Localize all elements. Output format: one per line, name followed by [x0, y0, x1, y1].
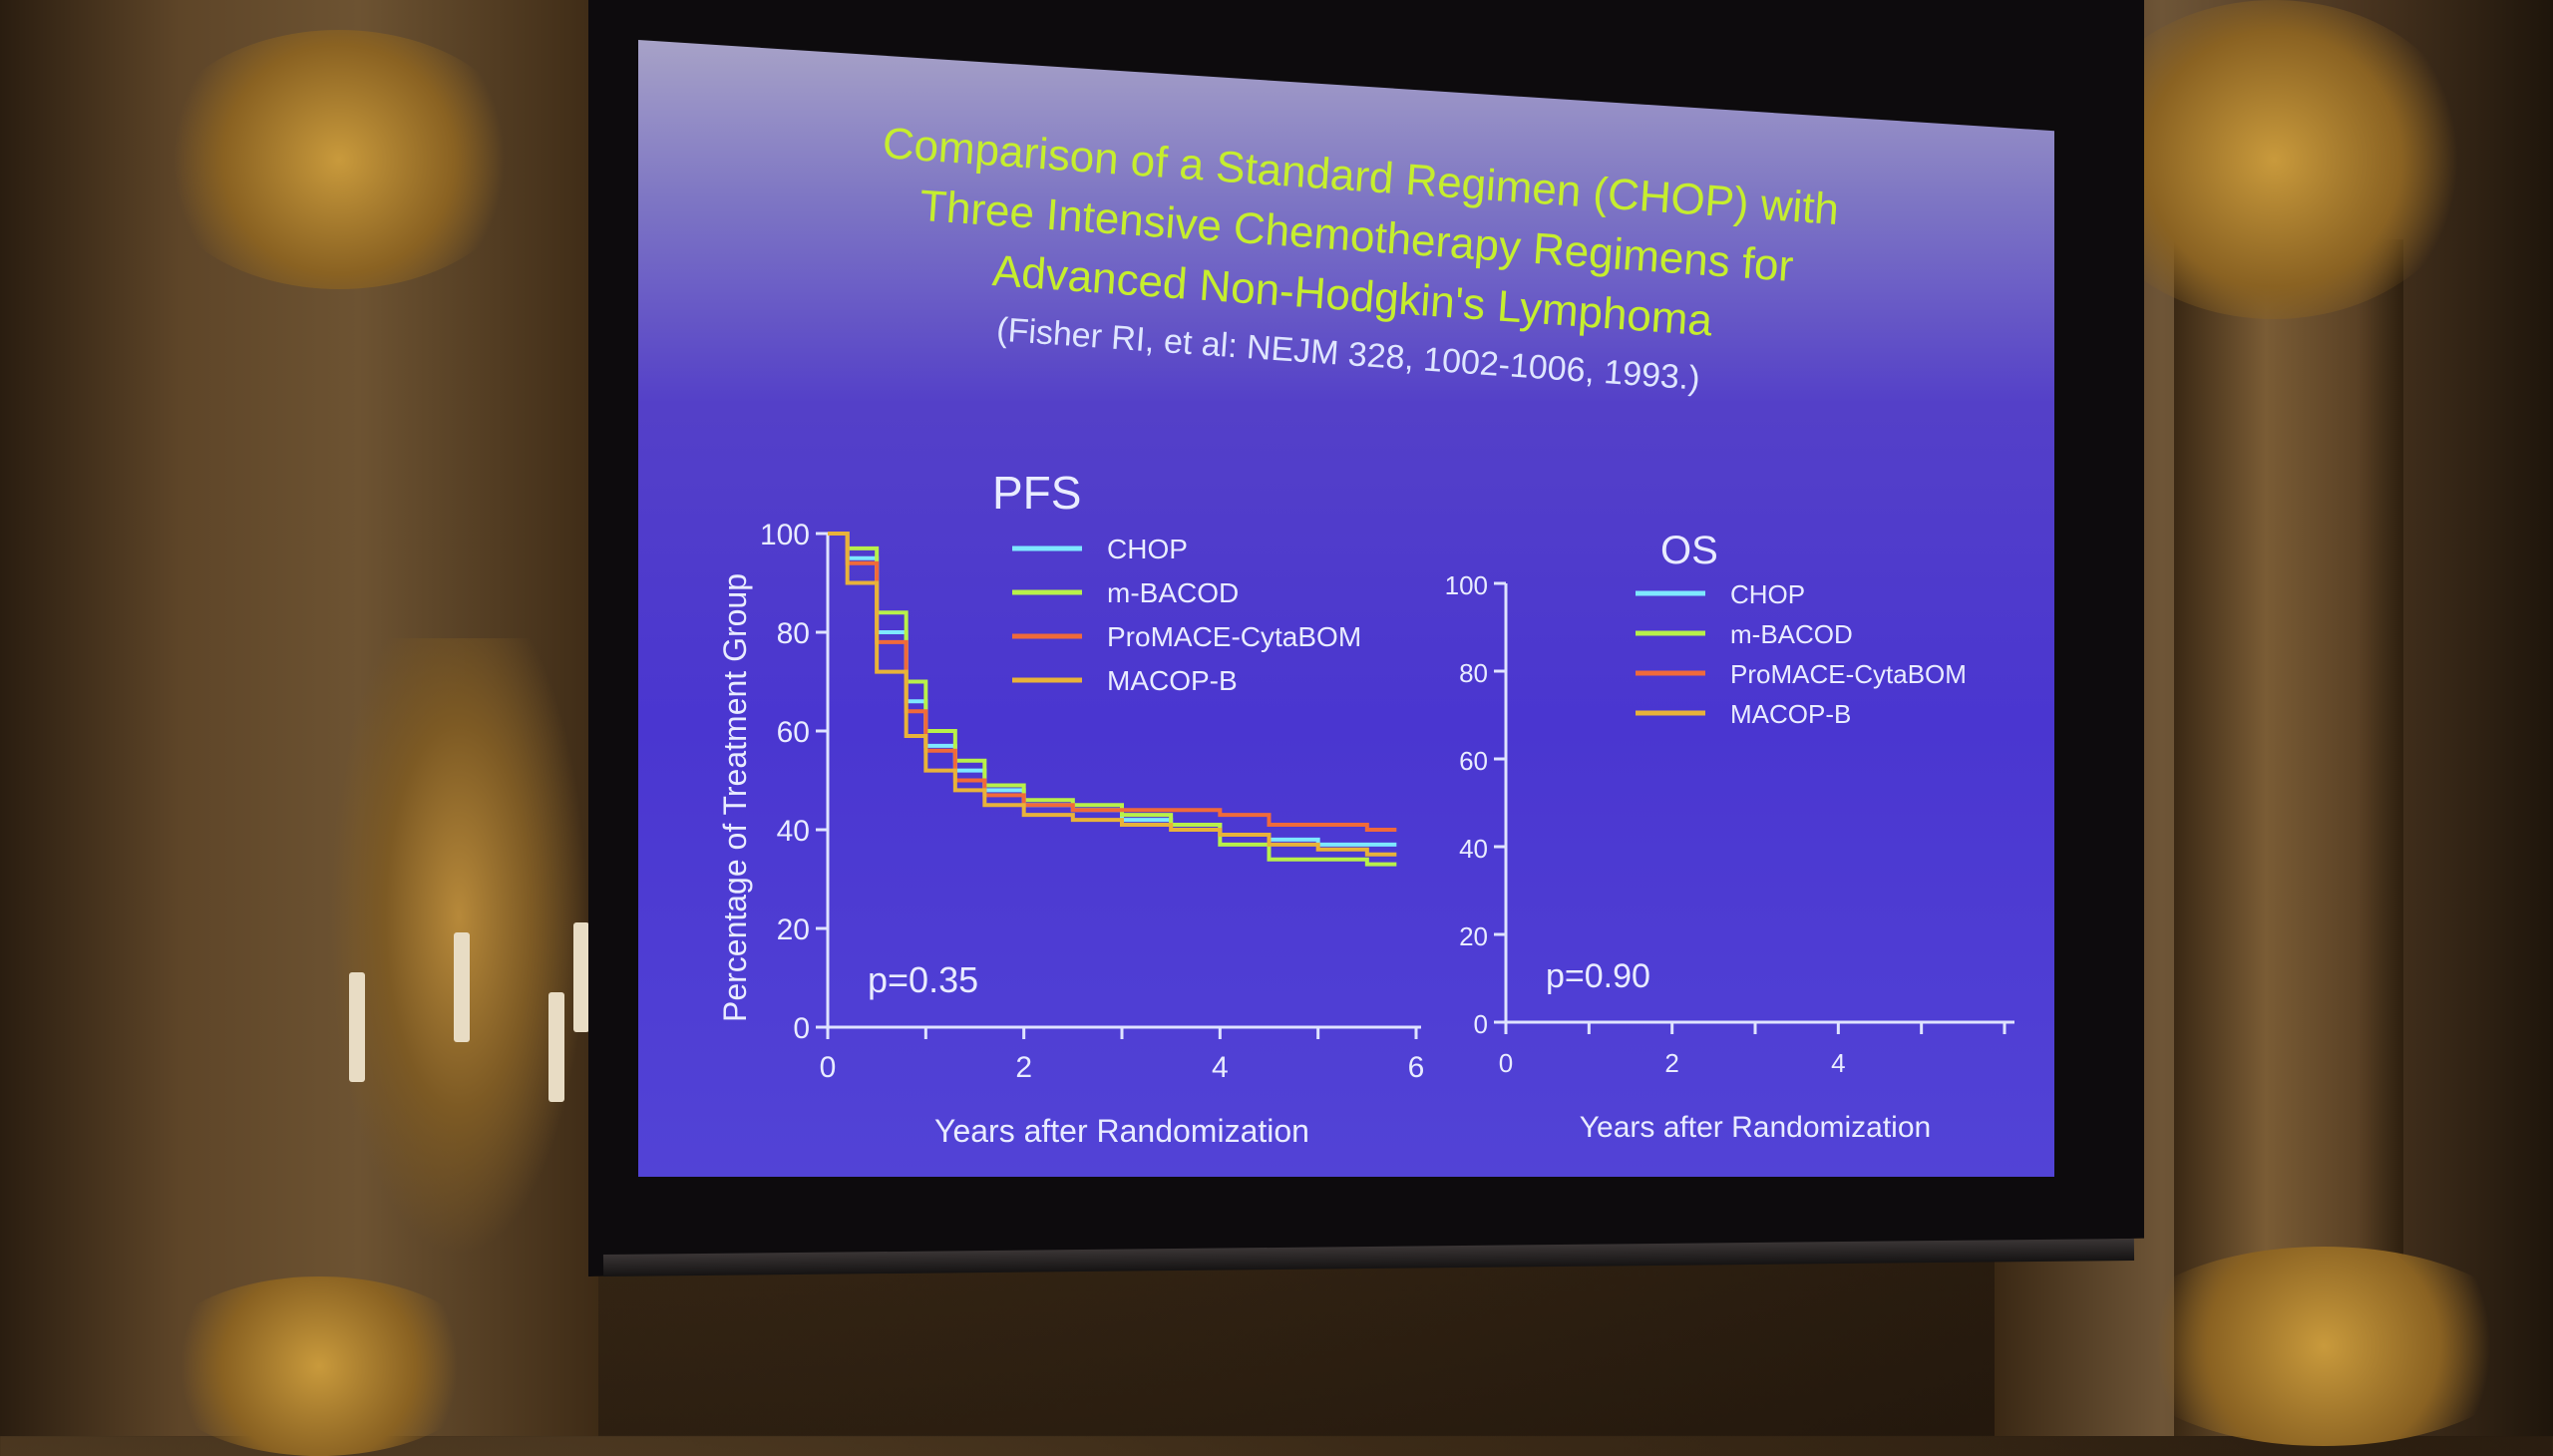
survival-curve-macop-b	[828, 532, 1397, 857]
y-tick-label: 100	[760, 519, 810, 551]
y-tick-label: 80	[777, 617, 810, 650]
x-tick-label: 0	[1499, 1048, 1513, 1078]
gold-ornament	[2114, 1247, 2533, 1446]
legend-label: MACOP-B	[1730, 699, 1851, 729]
y-tick-label: 40	[1459, 834, 1488, 864]
candle	[548, 992, 564, 1102]
y-tick-label: 20	[1459, 921, 1488, 951]
x-tick-label: 2	[1664, 1048, 1678, 1078]
x-tick-label: 4	[1831, 1048, 1845, 1078]
gold-ornament	[150, 1276, 489, 1456]
candle	[573, 922, 589, 1032]
legend-label: m-BACOD	[1107, 577, 1239, 608]
gold-ornament	[150, 30, 529, 289]
y-tick-label: 60	[777, 716, 810, 749]
legend-label: CHOP	[1730, 579, 1805, 609]
legend-label: ProMACE-CytaBOM	[1730, 659, 1967, 689]
p-value-annotation: p=0.35	[868, 959, 978, 1000]
legend-label: ProMACE-CytaBOM	[1107, 621, 1361, 652]
axis-lines	[1504, 583, 2014, 1024]
pfs-chart: 0 20 40 60 80 100 0 2 4 6 Years after Randomizatio…	[760, 467, 1424, 1149]
right-pillar	[2174, 239, 2403, 1436]
x-tick-label: 0	[820, 1051, 837, 1084]
slide-canvas: Comparison of a Standard Regimen (CHOP) …	[717, 119, 2014, 1149]
y-tick-label: 0	[1474, 1009, 1488, 1039]
candle	[454, 932, 470, 1042]
x-axis-label: Years after Randomization	[934, 1113, 1309, 1149]
y-tick-label: 60	[1459, 746, 1488, 776]
legend-label: CHOP	[1107, 534, 1188, 564]
x-tick-label: 2	[1015, 1051, 1032, 1084]
x-tick-label: 4	[1212, 1051, 1229, 1084]
candle	[349, 972, 365, 1082]
chart-title: OS	[1660, 529, 1718, 572]
slide: Comparison of a Standard Regimen (CHOP) …	[638, 40, 2054, 1177]
p-value-annotation: p=0.90	[1546, 957, 1650, 995]
x-tick-label: 6	[1408, 1051, 1425, 1084]
survival-curve-promace-cytabom	[828, 532, 1397, 832]
y-tick-label: 100	[1445, 570, 1488, 600]
y-tick-label: 80	[1459, 658, 1488, 688]
y-tick-label: 0	[793, 1012, 810, 1045]
chart-title: PFS	[992, 467, 1081, 519]
os-chart: 0 20 40 60 80 100 0 2 4 Years after Randomization…	[1445, 529, 2014, 1144]
x-axis-label: Years after Randomization	[1580, 1111, 1931, 1144]
y-tick-label: 40	[777, 815, 810, 848]
legend-label: m-BACOD	[1730, 619, 1853, 649]
y-axis-label: Percentage of Treatment Group	[717, 573, 753, 1022]
legend-label: MACOP-B	[1107, 665, 1238, 696]
y-tick-label: 20	[777, 913, 810, 946]
